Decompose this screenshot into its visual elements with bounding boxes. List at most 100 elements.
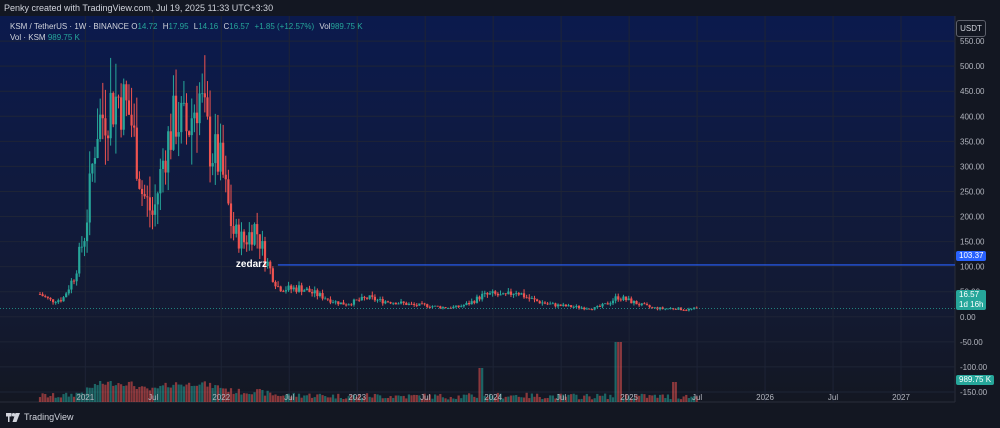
- y-tick-label: -100.00: [960, 363, 988, 372]
- volume-bar: [562, 394, 565, 402]
- volume-bar: [201, 382, 204, 402]
- candle-body: [292, 287, 295, 290]
- open-value: 14.72: [137, 22, 158, 31]
- symbol-label[interactable]: KSM / TetherUS · 1W · BINANCE: [10, 22, 129, 31]
- volume-bar: [303, 395, 306, 402]
- candle-body: [297, 285, 301, 292]
- tradingview-label: TradingView: [24, 412, 74, 422]
- currency-button[interactable]: USDT: [956, 20, 986, 37]
- volume-bar: [585, 393, 588, 402]
- y-tick-label: 300.00: [960, 162, 985, 171]
- volume-bar: [258, 388, 261, 402]
- candle-body: [253, 224, 256, 245]
- volume-bar: [143, 386, 146, 402]
- candle-body: [358, 299, 361, 301]
- y-tick-label: -50.00: [960, 338, 983, 347]
- time-axis[interactable]: [0, 402, 1000, 428]
- volume-bar: [666, 394, 670, 402]
- volume-bar: [580, 398, 583, 402]
- volume-bar: [496, 392, 499, 402]
- candle-body: [386, 301, 390, 303]
- candle-body: [161, 160, 165, 170]
- candle-body: [373, 296, 377, 301]
- candle-body: [457, 305, 460, 308]
- volume-bar: [575, 394, 578, 402]
- candle-body: [345, 304, 348, 306]
- price-axis[interactable]: [955, 16, 1000, 402]
- candle-body: [570, 305, 573, 308]
- volume-bar: [627, 396, 630, 402]
- volume-bar: [148, 390, 151, 402]
- volume-bar: [266, 390, 269, 402]
- volume-bar: [632, 398, 636, 402]
- candle-body: [326, 298, 329, 300]
- volume-bar: [269, 392, 272, 402]
- candle-body: [543, 302, 547, 304]
- y-tick-label: 400.00: [960, 112, 985, 121]
- volume-bar: [402, 395, 405, 402]
- candle-body: [172, 95, 175, 150]
- candle-body: [410, 303, 413, 305]
- candle-body: [88, 173, 91, 223]
- volume-bar: [44, 394, 47, 402]
- candle-body: [54, 302, 57, 303]
- close-label: C: [223, 22, 230, 31]
- candle-body: [562, 304, 565, 306]
- volume-bar: [614, 342, 617, 402]
- volume-bar: [300, 397, 303, 402]
- candle-body: [279, 286, 282, 292]
- volume-bar: [38, 397, 42, 402]
- legend: KSM / TetherUS · 1W · BINANCE O14.72 H17…: [10, 21, 363, 43]
- tradingview-icon: [6, 413, 20, 423]
- volume-indicator-label[interactable]: Vol · KSM: [10, 33, 46, 42]
- volume-bar: [473, 396, 476, 402]
- volume-bar: [318, 393, 322, 402]
- candle-body: [198, 93, 201, 124]
- low-label: L: [193, 22, 199, 31]
- volume-bar: [679, 399, 683, 402]
- candle-body: [182, 102, 186, 104]
- volume-bar: [572, 393, 575, 402]
- volume-bar: [106, 381, 110, 402]
- candles: [38, 55, 698, 312]
- candle-body: [528, 297, 531, 299]
- candle-body: [488, 293, 492, 295]
- volume-bar: [316, 394, 319, 402]
- candle-body: [371, 295, 374, 297]
- candle-body: [329, 299, 332, 303]
- last-price-value: 16.57: [959, 290, 980, 299]
- volume-bar: [311, 397, 314, 402]
- volume-bar: [180, 384, 183, 402]
- candle-body: [473, 301, 476, 303]
- candle-body: [201, 93, 204, 95]
- volume-bar: [159, 385, 162, 402]
- candle-body: [554, 303, 557, 307]
- volume-bar: [46, 397, 49, 402]
- candle-body: [140, 188, 144, 195]
- volume-bar: [59, 397, 63, 402]
- volume-bar: [426, 398, 429, 402]
- candle-body: [117, 96, 120, 98]
- candle-body: [127, 100, 131, 115]
- y-tick-label: 550.00: [960, 37, 985, 46]
- candle-body: [564, 304, 568, 307]
- volume-bar: [635, 395, 638, 402]
- tradingview-logo[interactable]: TradingView: [6, 410, 74, 424]
- candle-body: [520, 293, 523, 295]
- candle-body: [630, 298, 633, 304]
- candle-body: [368, 295, 371, 299]
- x-tick-label: Jul: [420, 393, 430, 402]
- volume-bar: [439, 393, 442, 402]
- volume-bar: [274, 394, 277, 402]
- price-chart[interactable]: zedarz 550.00 500.00 450.00 400.00 350.00 300…: [0, 16, 1000, 428]
- candle-body: [632, 300, 636, 304]
- volume-bar: [525, 392, 528, 402]
- overlays: zedarz: [0, 259, 955, 309]
- candle-body: [224, 174, 227, 180]
- volume-bar: [420, 398, 424, 402]
- candle-body: [664, 308, 667, 310]
- volume-bar: [530, 393, 533, 402]
- volume-bar: [392, 397, 395, 402]
- candle-body: [266, 261, 269, 267]
- candle-body: [674, 308, 677, 310]
